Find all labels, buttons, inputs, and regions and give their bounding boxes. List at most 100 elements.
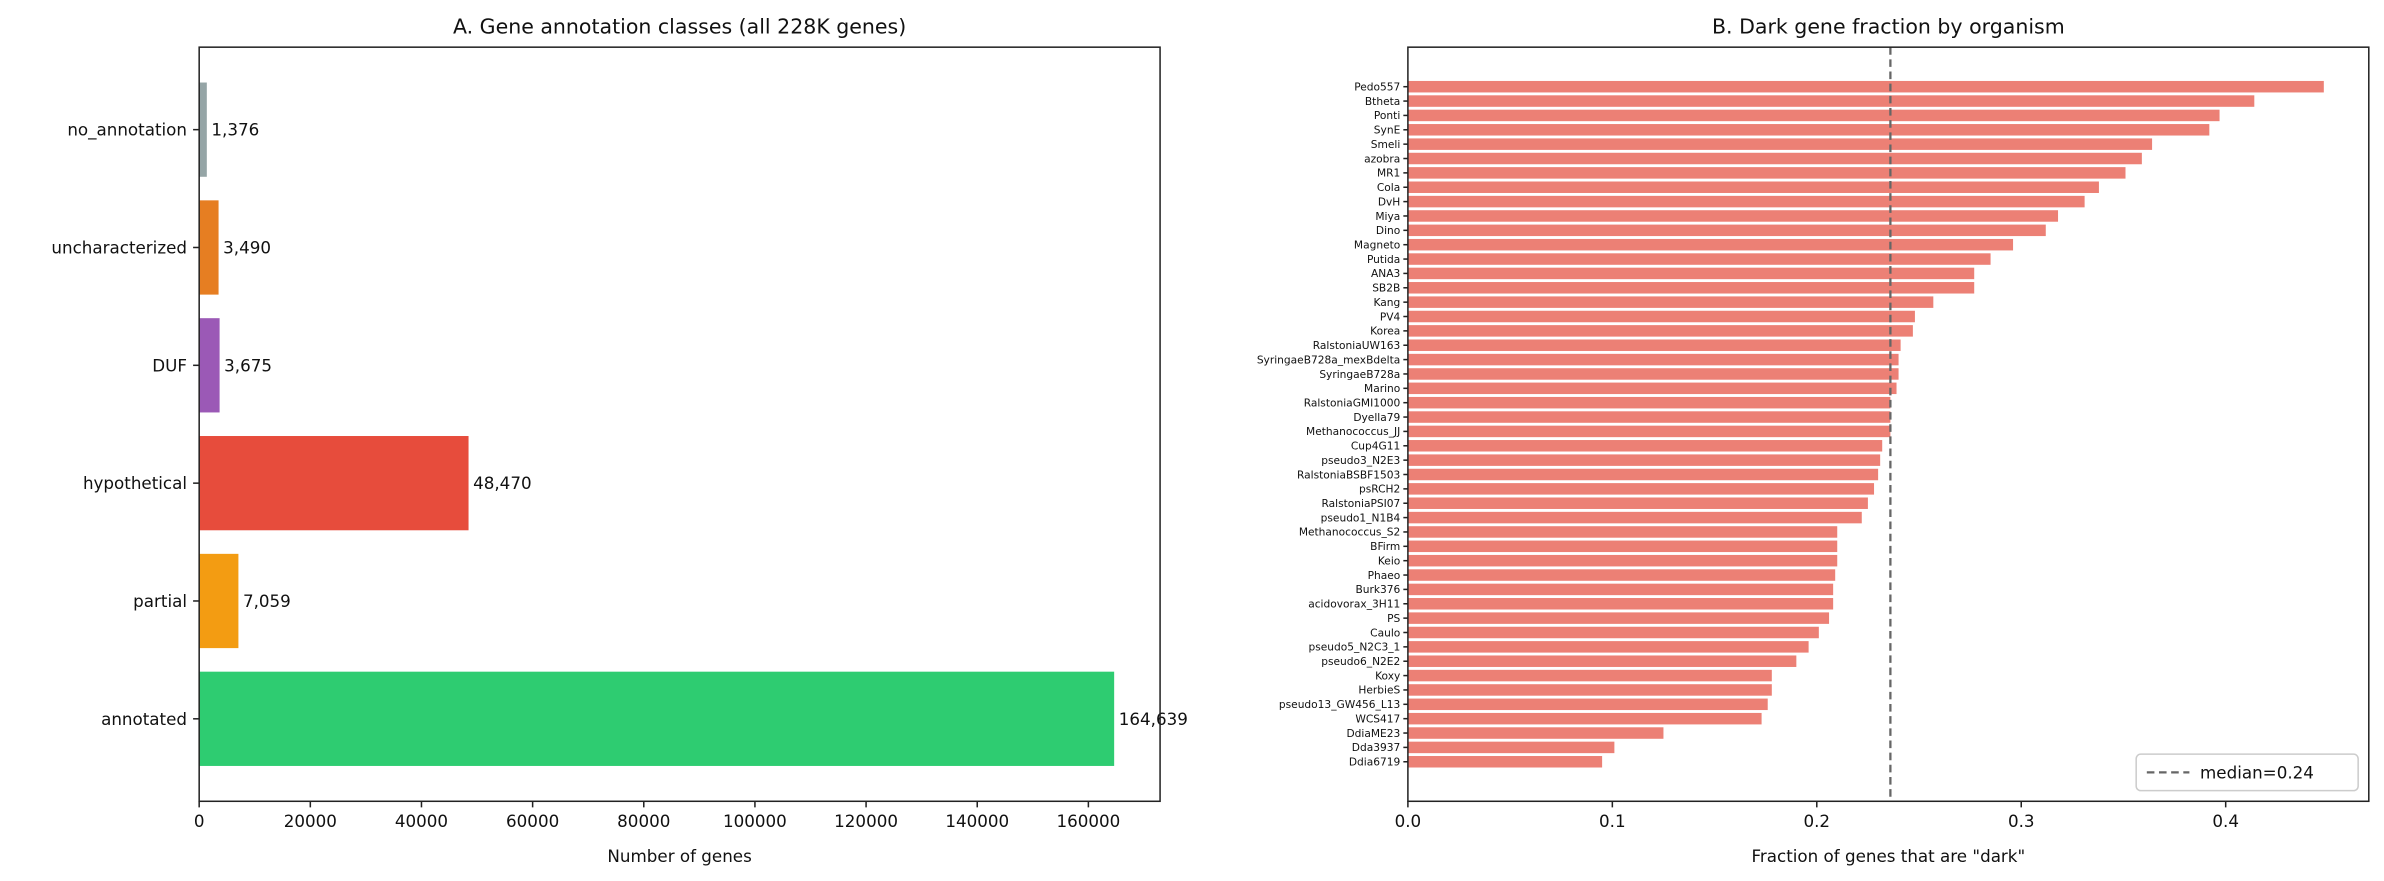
y-tick-label: Marino xyxy=(1364,382,1400,395)
y-tick-label: Dda3937 xyxy=(1352,741,1400,754)
y-tick-label: pseudo6_N2E2 xyxy=(1321,655,1400,668)
bar-Pedo557 xyxy=(1407,80,2324,93)
y-tick-label: Cola xyxy=(1377,181,1400,194)
bar-Smeli xyxy=(1407,138,2153,150)
legend: median=0.24 xyxy=(2135,753,2359,792)
y-tick-label: Putida xyxy=(1367,253,1400,266)
bar-BFirm xyxy=(1407,540,1838,553)
bar-azobra xyxy=(1407,152,2142,165)
bar-Kang xyxy=(1407,296,1934,308)
x-tick-label: 0.4 xyxy=(2212,811,2239,831)
bar-MR1 xyxy=(1407,167,2126,179)
data-label: 3,675 xyxy=(224,355,272,375)
y-tick-label: RalstoniaBSBF1503 xyxy=(1297,468,1400,481)
axes-frame xyxy=(1407,46,2370,803)
bar-Putida xyxy=(1407,253,1991,265)
bar-RalstoniaGMI1000 xyxy=(1407,396,1891,409)
y-tick-label: Dino xyxy=(1376,224,1400,237)
bar-HerbieS xyxy=(1407,684,1772,696)
bar-uncharacterized xyxy=(199,200,219,295)
bar-Korea xyxy=(1407,325,1913,337)
y-tick-label: SynE xyxy=(1374,124,1401,137)
y-tick-label: pseudo3_N2E3 xyxy=(1321,454,1400,467)
bar-SyringaeB728a_mexBdelta xyxy=(1407,353,1899,366)
bar-PS xyxy=(1407,612,1830,624)
y-tick-label: psRCH2 xyxy=(1359,483,1400,496)
bar-hypothetical xyxy=(199,436,469,531)
bar-Koxy xyxy=(1407,669,1772,682)
x-tick-label: 0.0 xyxy=(1395,811,1422,831)
x-tick-label: 160000 xyxy=(1056,811,1120,831)
axes-frame xyxy=(198,46,1161,803)
bar-RalstoniaUW163 xyxy=(1407,339,1901,351)
bar-RalstoniaBSBF1503 xyxy=(1407,468,1879,481)
bar-Ponti xyxy=(1407,109,2220,122)
y-tick-label: PS xyxy=(1387,612,1400,625)
x-tick-label: 0.1 xyxy=(1599,811,1626,831)
bar-pseudo13_GW456_L13 xyxy=(1407,698,1768,711)
bar-annotated xyxy=(199,671,1115,766)
y-tick-label: hypothetical xyxy=(83,473,187,493)
bar-DvH xyxy=(1407,195,2085,208)
y-tick-label: SyringaeB728a_mexBdelta xyxy=(1257,353,1400,366)
legend-label: median=0.24 xyxy=(2200,762,2314,782)
y-tick-label: Smeli xyxy=(1371,138,1401,151)
y-tick-label: no_annotation xyxy=(67,120,187,141)
y-tick-label: Methanococcus_S2 xyxy=(1299,526,1400,539)
bar-Methanococcus_JJ xyxy=(1407,425,1891,438)
bar-Ddia6719 xyxy=(1407,756,1603,768)
x-tick-label: 60000 xyxy=(506,811,559,831)
bar-ANA3 xyxy=(1407,267,1975,280)
panel-b-title: B. Dark gene fraction by organism xyxy=(1712,14,2065,38)
bar-Cola xyxy=(1407,181,2099,193)
data-label: 7,059 xyxy=(243,591,291,611)
y-tick-label: Btheta xyxy=(1365,95,1400,108)
panel-b-xlabel: Fraction of genes that are "dark" xyxy=(1751,846,2025,866)
data-label: 164,639 xyxy=(1119,709,1188,729)
bar-Marino xyxy=(1407,382,1897,395)
bar-pseudo6_N2E2 xyxy=(1407,655,1797,667)
y-tick-label: pseudo13_GW456_L13 xyxy=(1279,698,1400,711)
x-tick-label: 0.3 xyxy=(2008,811,2035,831)
y-tick-label: Keio xyxy=(1378,554,1400,567)
y-tick-label: Pedo557 xyxy=(1354,81,1400,94)
y-tick-label: Methanococcus_JJ xyxy=(1306,425,1400,438)
bar-Dyella79 xyxy=(1407,411,1891,423)
bar-SyringaeB728a xyxy=(1407,368,1899,380)
bar-DdiaME23 xyxy=(1407,727,1664,739)
bar-Magneto xyxy=(1407,238,2014,251)
bar-pseudo1_N1B4 xyxy=(1407,511,1862,524)
bar-Btheta xyxy=(1407,95,2255,107)
y-tick-label: Dyella79 xyxy=(1353,411,1400,424)
y-tick-label: Cup4G11 xyxy=(1351,440,1400,453)
x-tick-label: 140000 xyxy=(945,811,1009,831)
bar-Miya xyxy=(1407,210,2059,222)
bar-Cup4G11 xyxy=(1407,440,1883,452)
bar-psRCH2 xyxy=(1407,483,1875,495)
bar-acidovorax_3H11 xyxy=(1407,598,1834,610)
y-tick-label: Kang xyxy=(1374,296,1401,309)
y-tick-label: DvH xyxy=(1378,195,1400,208)
bar-Phaeo xyxy=(1407,569,1836,581)
y-tick-label: PV4 xyxy=(1380,310,1401,323)
y-tick-label: pseudo1_N1B4 xyxy=(1321,511,1401,524)
y-tick-label: BFirm xyxy=(1370,540,1400,553)
panel-b-dark-fraction: B. Dark gene fraction by organism Fracti… xyxy=(1257,14,2370,866)
y-tick-label: azobra xyxy=(1364,152,1400,165)
y-tick-label: RalstoniaUW163 xyxy=(1313,339,1401,352)
bar-Dda3937 xyxy=(1407,741,1615,754)
panel-a-xlabel: Number of genes xyxy=(607,846,751,866)
data-label: 1,376 xyxy=(211,120,259,140)
bar-partial xyxy=(199,553,239,649)
y-tick-label: DdiaME23 xyxy=(1346,727,1400,740)
y-tick-label: uncharacterized xyxy=(51,238,187,258)
y-tick-label: RalstoniaGMI1000 xyxy=(1304,396,1401,409)
x-tick-label: 120000 xyxy=(834,811,898,831)
x-tick-label: 100000 xyxy=(723,811,787,831)
y-tick-label: Ponti xyxy=(1374,109,1400,122)
x-tick-label: 20000 xyxy=(284,811,337,831)
panel-a-annotation-classes: A. Gene annotation classes (all 228K gen… xyxy=(51,14,1187,866)
bar-SynE xyxy=(1407,124,2210,136)
y-tick-label: acidovorax_3H11 xyxy=(1308,598,1400,611)
